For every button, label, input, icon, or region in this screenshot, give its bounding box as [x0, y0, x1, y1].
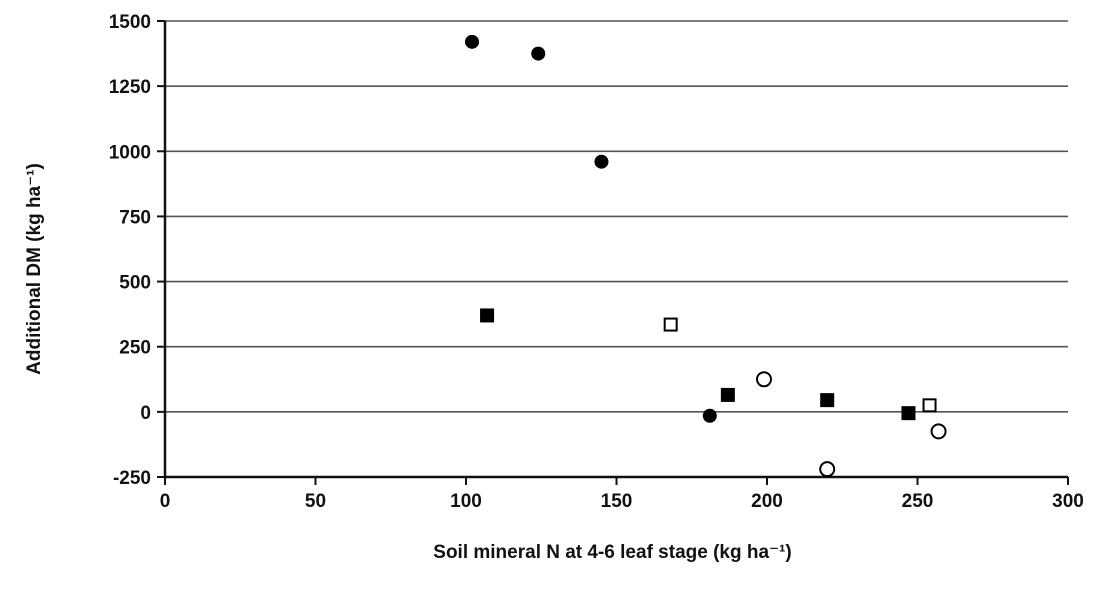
filled-square-point-3 [901, 406, 916, 421]
filled-circle-point-1 [531, 46, 546, 61]
x-tick-label-5: 250 [902, 491, 934, 512]
x-axis-title: Soil mineral N at 4-6 leaf stage (kg ha⁻… [433, 542, 791, 563]
x-tick-label-0: 0 [160, 491, 171, 512]
open-square-point-1 [922, 398, 937, 413]
y-tick-label-3: 500 [119, 273, 151, 294]
y-tick-label-7: 1500 [109, 12, 151, 33]
filled-square-point-0 [480, 308, 495, 323]
x-ticks: 0 50 100 150 200 250 300 [160, 477, 1084, 512]
filled-square-point-2 [820, 393, 835, 408]
y-tick-label-4: 750 [119, 207, 151, 228]
data-points [465, 34, 947, 478]
y-tick-label-0: -250 [113, 468, 151, 489]
x-tick-label-4: 200 [751, 491, 783, 512]
filled-circle-point-2 [594, 154, 609, 169]
y-tick-label-6: 1250 [109, 77, 151, 98]
filled-circle-point-0 [465, 34, 480, 49]
x-tick-label-6: 300 [1052, 491, 1084, 512]
y-tick-label-1: 0 [140, 403, 151, 424]
x-tick-label-3: 150 [601, 491, 633, 512]
open-circle-point-0 [755, 371, 772, 388]
x-tick-label-1: 50 [305, 491, 326, 512]
open-circle-point-1 [819, 461, 836, 478]
open-circle-point-2 [930, 423, 947, 440]
y-tick-label-2: 250 [119, 338, 151, 359]
filled-square-point-1 [720, 387, 735, 402]
x-tick-label-2: 100 [450, 491, 482, 512]
open-square-point-0 [663, 317, 678, 332]
gridlines [165, 20, 1068, 413]
y-tick-label-5: 1000 [109, 142, 151, 163]
y-axis-title: Additional DM (kg ha⁻¹) [24, 163, 45, 375]
filled-circle-point-3 [702, 408, 717, 423]
y-ticks: -250 0 250 500 750 1000 1250 1500 [109, 12, 165, 489]
